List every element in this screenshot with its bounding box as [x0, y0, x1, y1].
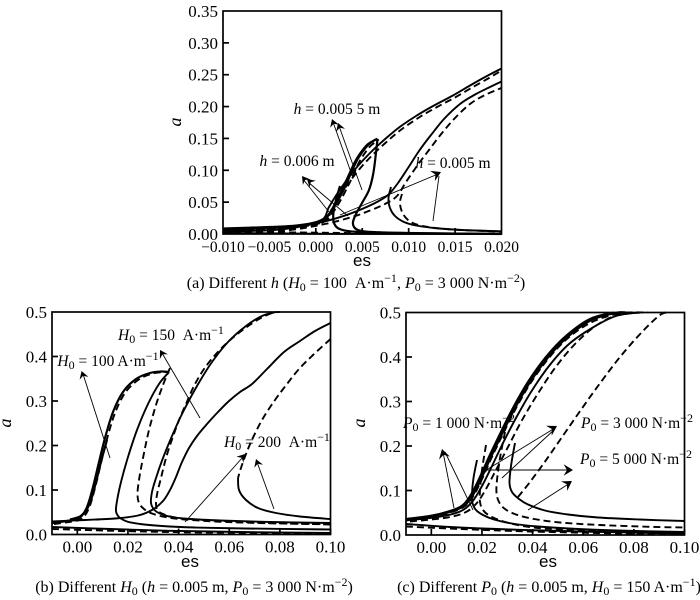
svg-text:0.10: 0.10 — [188, 161, 218, 180]
svg-text:0.02: 0.02 — [113, 538, 143, 557]
svg-text:0.3: 0.3 — [26, 392, 47, 411]
svg-text:P0 = 5 000 N·m−2: P0 = 5 000 N·m−2 — [579, 447, 692, 470]
svg-text:0.06: 0.06 — [568, 538, 598, 557]
svg-text:0.2: 0.2 — [26, 437, 47, 456]
svg-text:0.04: 0.04 — [164, 538, 194, 557]
svg-text:0.5: 0.5 — [380, 304, 401, 323]
svg-text:0.5: 0.5 — [26, 303, 47, 322]
svg-text:0.35: 0.35 — [188, 2, 218, 21]
svg-text:0.05: 0.05 — [188, 193, 218, 212]
svg-text:(b) Different H0 (h = 0.005 m,: (b) Different H0 (h = 0.005 m, P0 = 3 00… — [35, 575, 353, 598]
svg-text:es: es — [181, 552, 199, 571]
svg-text:(c) Different P0 (h = 0.005 m,: (c) Different P0 (h = 0.005 m, H0 = 150 … — [397, 575, 700, 598]
svg-text:h = 0.005 5 m: h = 0.005 5 m — [294, 101, 381, 118]
svg-text:0.4: 0.4 — [26, 348, 48, 367]
svg-text:0.00: 0.00 — [416, 538, 446, 557]
svg-text:0.08: 0.08 — [619, 538, 649, 557]
svg-text:0.4: 0.4 — [380, 348, 402, 367]
svg-text:0.010: 0.010 — [391, 239, 426, 256]
svg-text:0.020: 0.020 — [484, 239, 519, 256]
svg-text:0.25: 0.25 — [188, 66, 218, 85]
svg-text:0.08: 0.08 — [265, 538, 295, 557]
svg-text:0.1: 0.1 — [380, 482, 401, 501]
svg-text:P0 = 3 000 N·m−2: P0 = 3 000 N·m−2 — [580, 411, 693, 434]
svg-text:−0.005: −0.005 — [248, 239, 292, 256]
svg-text:0.005: 0.005 — [345, 239, 380, 256]
svg-text:h = 0.006 m: h = 0.006 m — [259, 153, 334, 170]
svg-text:−0.010: −0.010 — [201, 239, 245, 256]
svg-text:0.00: 0.00 — [188, 225, 218, 244]
svg-text:P0 = 1 000 N·m−2: P0 = 1 000 N·m−2 — [402, 411, 515, 434]
svg-text:es: es — [353, 251, 371, 270]
svg-text:0.3: 0.3 — [380, 393, 401, 412]
svg-text:H0 = 200 A·m−1: H0 = 200 A·m−1 — [223, 430, 330, 453]
svg-text:0.15: 0.15 — [188, 129, 218, 148]
svg-text:a: a — [0, 419, 15, 428]
svg-text:0.06: 0.06 — [214, 538, 244, 557]
svg-text:H0 = 100 A·m−1: H0 = 100 A·m−1 — [56, 349, 158, 372]
svg-text:0.1: 0.1 — [26, 481, 47, 500]
svg-text:0.2: 0.2 — [380, 437, 401, 456]
svg-text:0.0: 0.0 — [380, 526, 401, 545]
svg-text:(a) Different h (H0 = 100 A·m: (a) Different h (H0 = 100 A·m−1, P0 = 3 … — [187, 271, 525, 294]
svg-text:0.015: 0.015 — [438, 239, 473, 256]
svg-text:0.0: 0.0 — [26, 526, 47, 545]
svg-text:h = 0.005 m: h = 0.005 m — [415, 155, 490, 172]
svg-text:0.000: 0.000 — [298, 239, 333, 256]
svg-text:0.00: 0.00 — [62, 538, 92, 557]
svg-text:H0 = 150 A·m−1: H0 = 150 A·m−1 — [117, 323, 224, 346]
svg-text:es: es — [539, 552, 557, 571]
svg-text:0.30: 0.30 — [188, 34, 218, 53]
svg-text:0.02: 0.02 — [467, 538, 497, 557]
svg-text:a: a — [349, 419, 369, 428]
svg-text:a: a — [165, 118, 185, 127]
svg-text:0.10: 0.10 — [316, 538, 346, 557]
svg-text:0.10: 0.10 — [670, 538, 700, 557]
svg-text:0.04: 0.04 — [518, 538, 548, 557]
svg-text:0.20: 0.20 — [188, 98, 218, 117]
